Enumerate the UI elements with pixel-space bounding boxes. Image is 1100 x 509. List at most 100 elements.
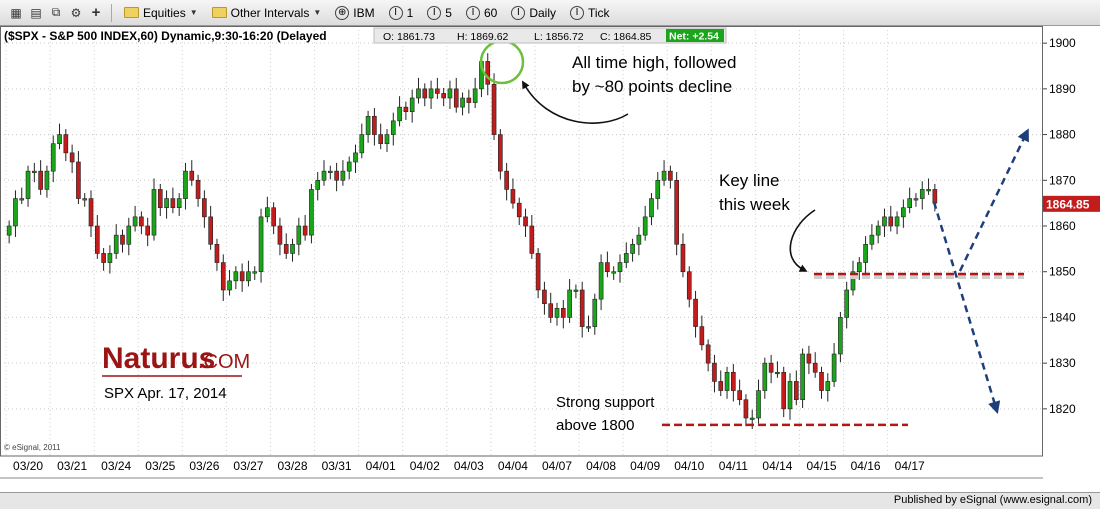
ohlc-value: C: 1864.85 [600, 31, 652, 43]
candle-body [542, 289, 547, 305]
x-tick-label: 04/03 [454, 459, 484, 473]
brand-logo-suffix: .COM [198, 351, 250, 373]
clock-icon: I [570, 5, 584, 20]
candle-body [649, 198, 654, 218]
candle-body [491, 83, 497, 135]
candle-body [888, 216, 894, 227]
candle-body [327, 170, 333, 173]
candle-body [573, 289, 579, 292]
daily-label: Daily [529, 5, 556, 20]
chevron-down-icon: ▼ [189, 8, 198, 17]
y-tick-label: 1890 [1049, 82, 1076, 96]
candle-body [529, 225, 535, 254]
y-tick-label: 1900 [1049, 36, 1076, 50]
candle-body [567, 289, 572, 318]
x-tick-label: 04/16 [851, 459, 881, 473]
candle-body [346, 161, 352, 172]
add-icon[interactable]: + [91, 4, 101, 21]
candle-body [57, 134, 62, 145]
x-tick-label: 04/15 [806, 459, 836, 473]
y-tick-label: 1820 [1049, 402, 1076, 416]
copy-icon[interactable]: ⧉ [51, 5, 61, 19]
x-tick-label: 04/09 [630, 459, 660, 473]
candle-body [605, 262, 610, 273]
interval-5-button[interactable]: I 5 [422, 3, 457, 23]
clock-icon: I [465, 5, 480, 20]
interval-1-label: 1 [406, 5, 414, 20]
candle-body [516, 202, 522, 218]
candle-body [38, 170, 43, 190]
candle-body [894, 216, 900, 227]
tick-label: Tick [588, 5, 610, 20]
candle-body [926, 189, 931, 192]
candle-body [617, 262, 623, 273]
candle-body [378, 134, 384, 145]
candle-body [315, 179, 321, 190]
candle-body [560, 307, 566, 318]
candle-body [661, 170, 667, 181]
esignal-watermark: © eSignal, 2011 [4, 443, 61, 452]
candle-body [825, 381, 831, 391]
interval-60-button[interactable]: I 60 [461, 3, 502, 23]
candle-body [69, 152, 75, 163]
candle-body [258, 216, 264, 273]
interval-1-button[interactable]: I 1 [384, 3, 419, 23]
candle-body [82, 198, 88, 201]
annotation-text: by ~80 points decline [572, 77, 732, 96]
symbol-button[interactable]: ⊕ IBM [330, 3, 379, 23]
candle-body [680, 243, 686, 273]
candle-body [812, 362, 818, 373]
layout-icon[interactable]: ▦ [10, 5, 22, 20]
candle-body [554, 307, 560, 318]
candle-body [183, 170, 188, 199]
grid-icon[interactable]: ▤ [30, 5, 42, 20]
x-tick-label: 03/24 [101, 459, 131, 473]
candle-body [239, 271, 245, 282]
x-tick-label: 04/11 [719, 459, 748, 473]
candle-body [170, 198, 176, 209]
ohlc-value: H: 1869.62 [457, 31, 509, 43]
candle-body [296, 225, 302, 245]
candle-body [875, 225, 881, 236]
candle-body [409, 97, 415, 113]
candle-body [737, 390, 742, 401]
candle-body [453, 88, 459, 108]
candle-body [189, 170, 195, 181]
tick-button[interactable]: I Tick [565, 3, 615, 23]
candle-body [592, 298, 598, 327]
candle-body [208, 216, 213, 245]
interval-5-label: 5 [445, 5, 452, 20]
plot-border [0, 26, 1043, 457]
candle-body [699, 326, 705, 346]
candle-body [403, 106, 409, 113]
candle-body [94, 225, 100, 254]
settings-icon[interactable]: ⚙ [70, 5, 82, 20]
y-tick-label: 1850 [1049, 265, 1076, 279]
candle-body [586, 326, 591, 329]
daily-button[interactable]: I Daily [506, 3, 561, 23]
candle-body [32, 170, 37, 173]
candle-body [139, 216, 144, 227]
candle-body [107, 253, 113, 263]
candle-body [548, 303, 554, 318]
equities-menu[interactable]: Equities ▼ [119, 3, 203, 23]
candle-body [227, 280, 232, 291]
x-tick-label: 03/26 [189, 459, 219, 473]
x-tick-label: 03/27 [233, 459, 263, 473]
candle-body [290, 243, 295, 254]
candle-body [157, 189, 163, 209]
candle-body [384, 134, 390, 145]
folder-icon [211, 7, 227, 18]
ath-callout-arrow [522, 80, 629, 124]
candle-body [674, 179, 679, 245]
x-tick-label: 04/17 [895, 459, 925, 473]
candle-body [655, 179, 661, 199]
candle-body [819, 371, 824, 391]
candle-body [844, 289, 850, 318]
net-change-value: Net: +2.54 [669, 31, 719, 43]
candle-body [806, 353, 812, 364]
candle-body [882, 216, 887, 227]
intervals-menu[interactable]: Other Intervals ▼ [207, 3, 327, 23]
price-chart[interactable]: All time high, followed by ~80 points dec… [0, 26, 1100, 492]
annotation-text: All time high, followed [572, 53, 736, 72]
